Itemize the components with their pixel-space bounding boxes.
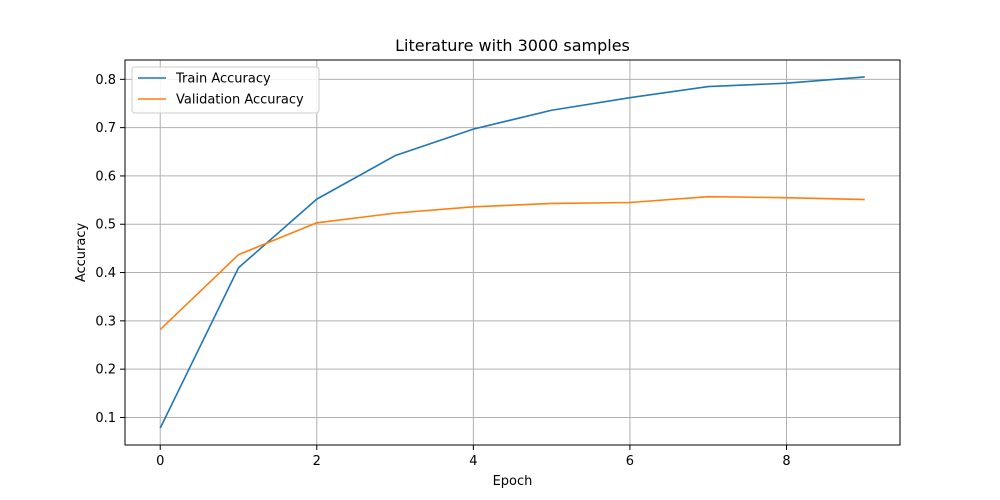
y-tick-label: 0.7 xyxy=(95,121,116,136)
series-line-1 xyxy=(159,195,865,331)
x-tick-label: 8 xyxy=(782,454,790,469)
y-tick-label: 0.8 xyxy=(95,73,116,88)
legend-label: Validation Accuracy xyxy=(176,93,304,108)
series-line-0 xyxy=(159,76,865,429)
y-tick-label: 0.3 xyxy=(95,314,116,329)
legend-box xyxy=(131,66,320,114)
x-tick-label: 6 xyxy=(626,454,634,469)
y-axis-ticks: 0.1 0.2 0.3 0.4 0.5 0.6 0.7 0.8 xyxy=(95,73,125,426)
y-tick-label: 0.2 xyxy=(95,363,116,378)
plot-frame xyxy=(124,59,901,446)
y-tick-label: 0.1 xyxy=(95,411,116,426)
chart-title: Literature with 3000 samples xyxy=(395,36,630,55)
legend: Train Accuracy Validation Accuracy xyxy=(131,66,320,114)
x-tick-label: 4 xyxy=(469,454,477,469)
series-layer xyxy=(159,76,865,429)
y-tick-label: 0.4 xyxy=(95,266,116,281)
x-axis-label: Epoch xyxy=(493,474,533,489)
grid-lines xyxy=(125,60,900,445)
x-tick-label: 0 xyxy=(156,454,164,469)
x-axis-ticks: 0 2 4 6 8 xyxy=(156,445,791,469)
x-tick-label: 2 xyxy=(313,454,321,469)
y-tick-label: 0.6 xyxy=(95,169,116,184)
y-tick-label: 0.5 xyxy=(95,218,116,233)
legend-label: Train Accuracy xyxy=(175,72,271,87)
y-axis-label: Accuracy xyxy=(74,223,89,283)
